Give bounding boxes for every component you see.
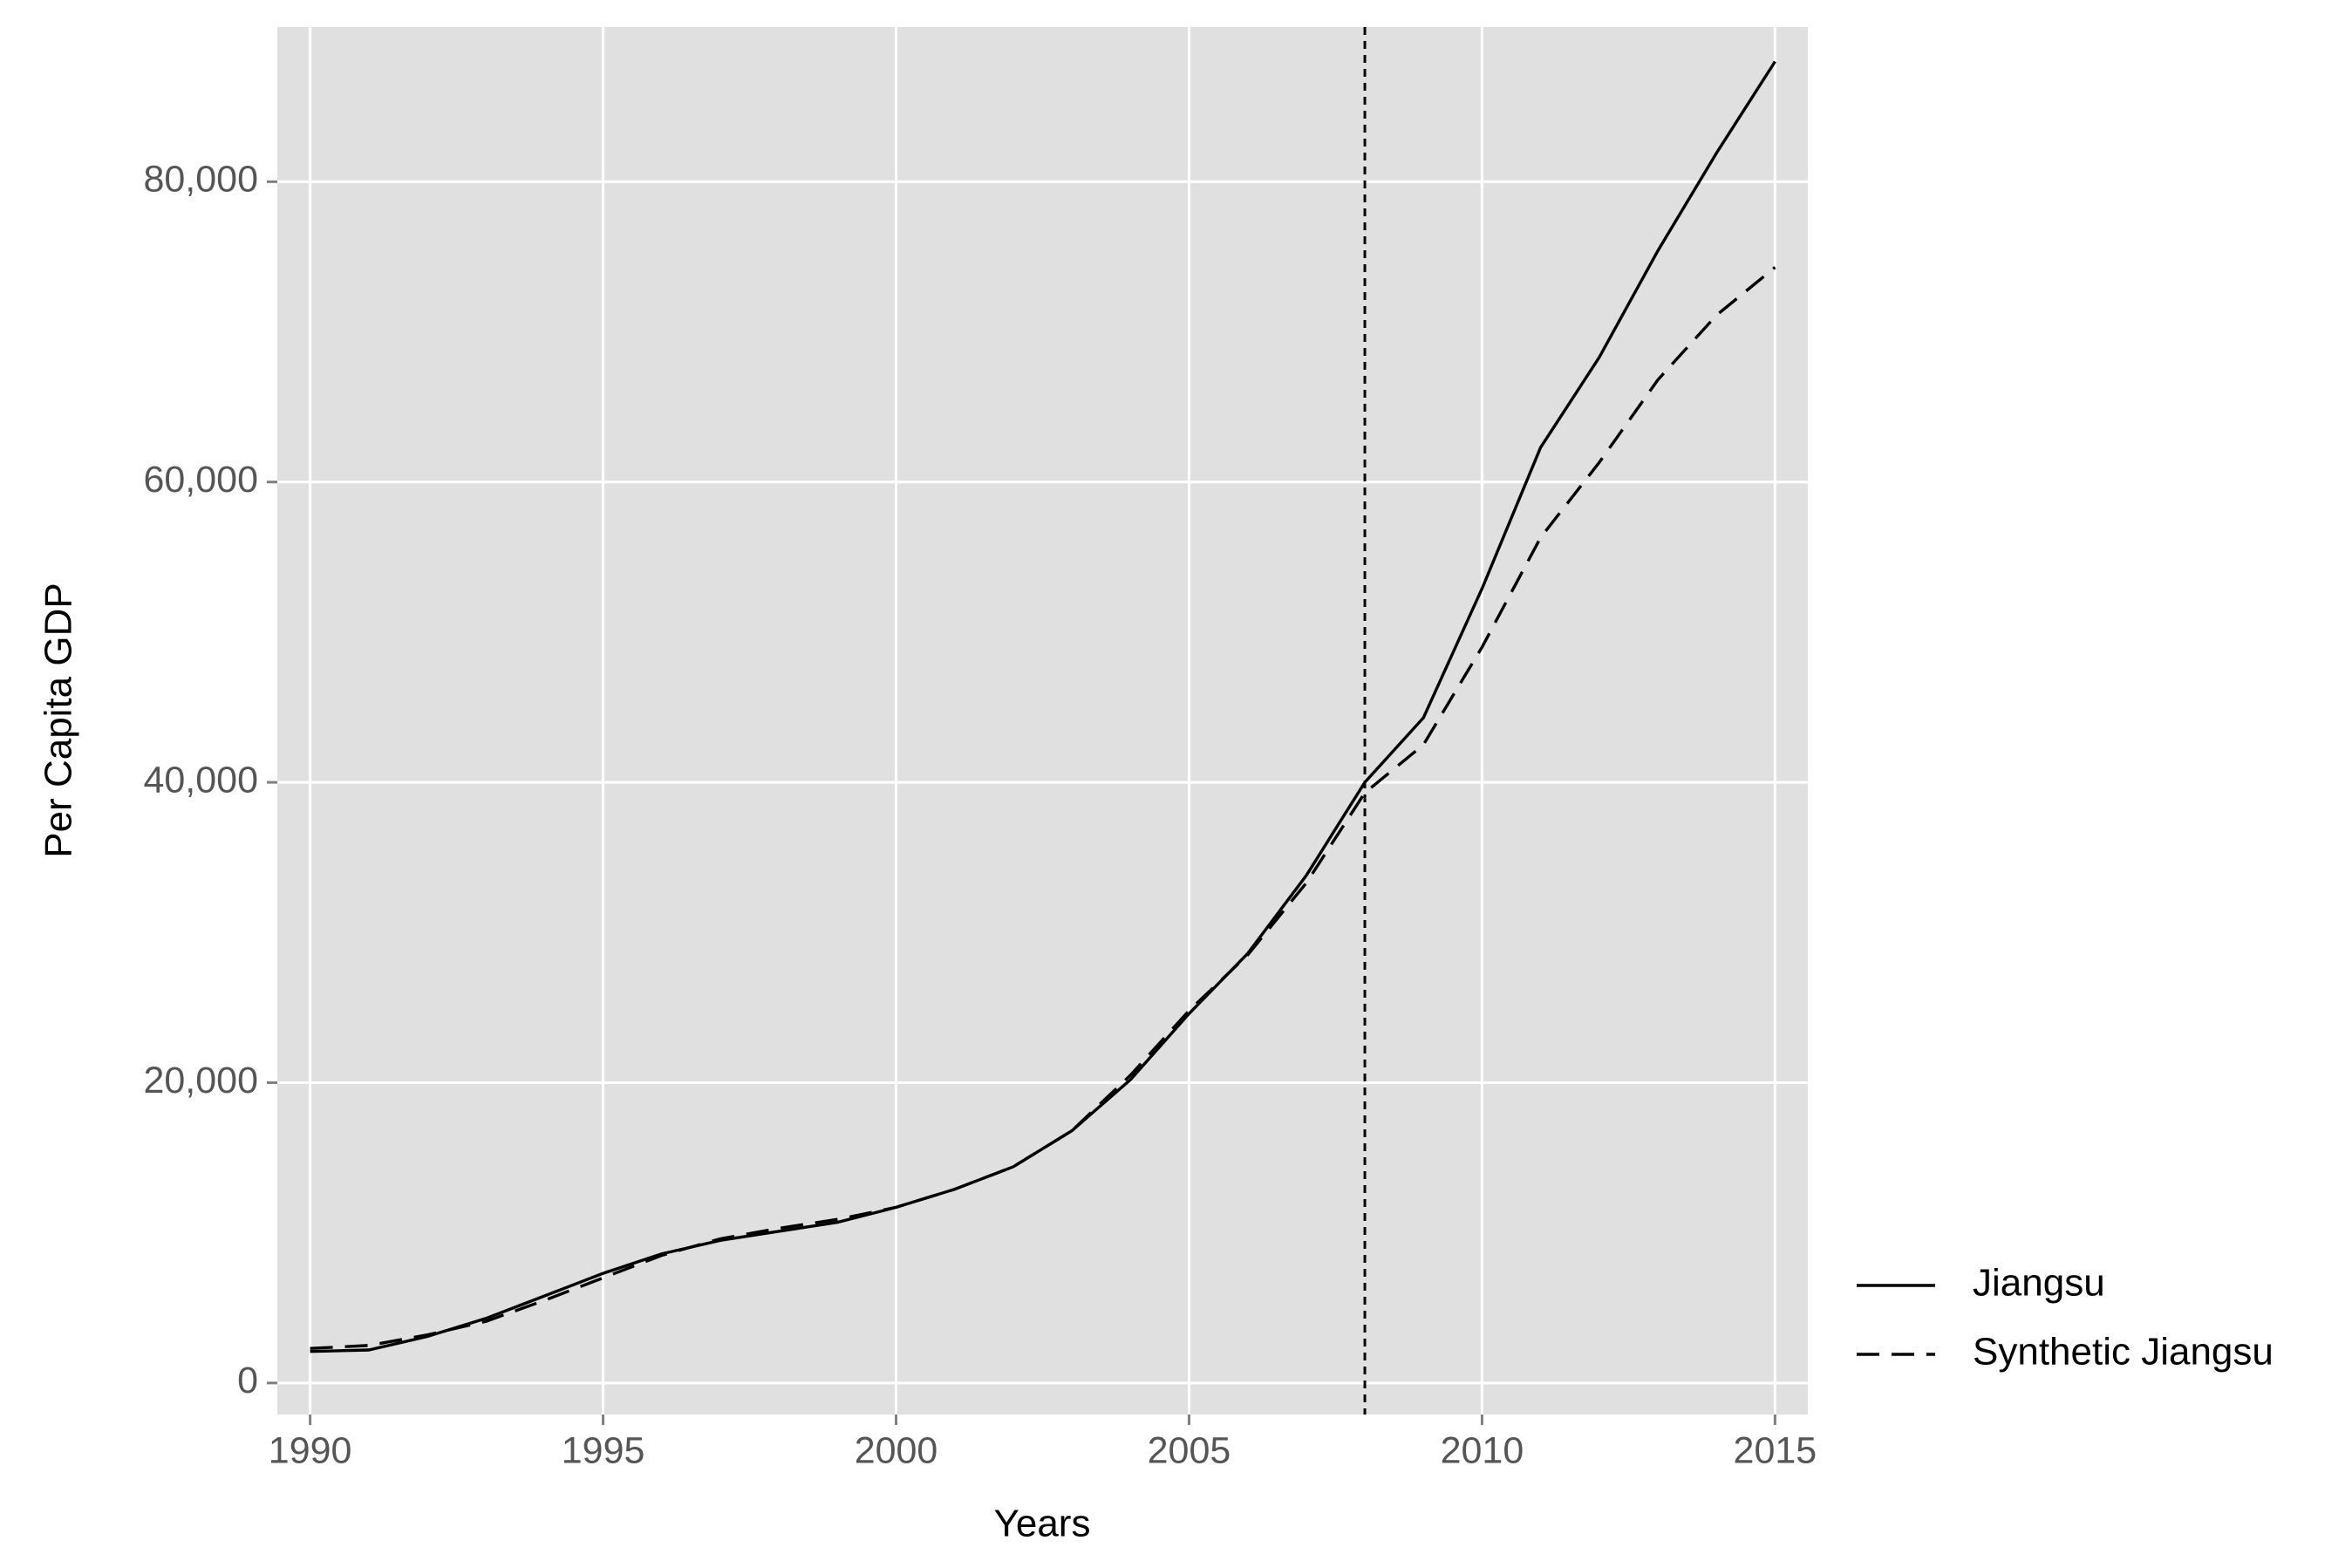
x-tick-label: 2005	[1148, 1429, 1231, 1471]
x-tick-label: 1995	[562, 1429, 645, 1471]
x-tick-label: 1990	[269, 1429, 352, 1471]
y-tick-label: 60,000	[143, 459, 258, 501]
line	[310, 60, 1776, 1353]
x-tick-label: 2000	[855, 1429, 938, 1471]
plot-background	[277, 27, 1808, 1415]
legend-label: Jiangsu	[1973, 1262, 2105, 1305]
x-tick-label: 2010	[1441, 1429, 1524, 1471]
x-tick-label: 2015	[1734, 1429, 1817, 1471]
x-axis-title: Years	[994, 1503, 1091, 1545]
y-tick-label: 80,000	[143, 159, 258, 201]
legend-label: Synthetic Jiangsu	[1973, 1331, 2274, 1374]
y-tick-label: 20,000	[143, 1060, 258, 1101]
y-axis-title: Per Capita GDP	[37, 583, 80, 857]
y-tick-label: 0	[237, 1360, 258, 1401]
y-tick-label: 40,000	[143, 759, 258, 801]
line	[310, 266, 1776, 1350]
